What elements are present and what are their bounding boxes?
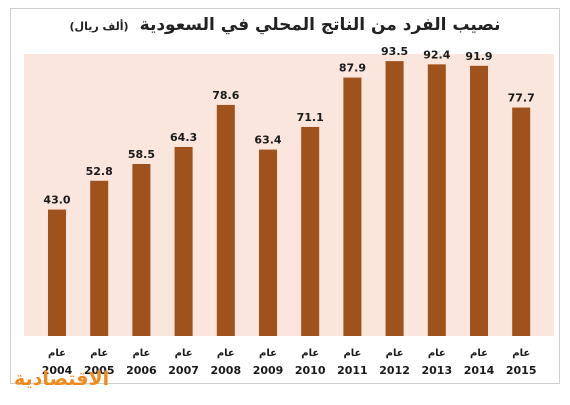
category-label-2006: 2006	[126, 364, 157, 377]
category-label-2010: 2010	[295, 364, 326, 377]
category-prefix-2008: عام	[217, 348, 235, 359]
value-label-2008: 78.6	[212, 89, 239, 102]
chart-title: نصيب الفرد من الناتج المحلي في السعودية	[139, 15, 501, 35]
category-label-2014: 2014	[464, 364, 495, 377]
category-prefix-2014: عام	[470, 348, 488, 359]
bar-2010	[301, 126, 320, 336]
chart-unit: (ألف ريال)	[69, 20, 129, 33]
bar-2008	[216, 104, 235, 336]
category-prefix-2010: عام	[301, 348, 319, 359]
category-label-2008: 2008	[210, 364, 241, 377]
value-label-2014: 91.9	[465, 50, 492, 63]
value-label-2011: 87.9	[339, 62, 366, 75]
bar-2004	[48, 209, 66, 336]
category-label-2012: 2012	[379, 364, 410, 377]
category-label-2005: 2005	[84, 364, 115, 377]
value-label-2013: 92.4	[423, 48, 450, 61]
bar-2014	[470, 65, 488, 337]
category-prefix-2011: عام	[343, 348, 361, 359]
value-label-2009: 63.4	[254, 134, 281, 147]
category-label-2004: 2004	[42, 364, 73, 377]
category-label-2015: 2015	[506, 364, 537, 377]
category-prefix-2012: عام	[386, 348, 404, 359]
bar-2006	[132, 164, 151, 336]
category-prefix-2006: عام	[132, 348, 150, 359]
category-prefix-2005: عام	[90, 348, 108, 359]
category-label-2009: 2009	[253, 364, 284, 377]
category-label-2011: 2011	[337, 364, 368, 377]
category-prefix-2007: عام	[175, 348, 193, 359]
value-label-2007: 64.3	[170, 131, 197, 144]
category-prefix-2004: عام	[48, 348, 66, 359]
publisher-logo: الاقتصادية	[14, 368, 110, 390]
value-label-2005: 52.8	[86, 165, 113, 178]
value-label-2004: 43.0	[43, 194, 70, 207]
bar-2015	[512, 107, 531, 336]
bar-2013	[427, 64, 446, 337]
value-label-2010: 71.1	[297, 111, 324, 124]
bar-2005	[90, 180, 109, 336]
category-prefix-2009: عام	[259, 348, 277, 359]
value-label-2012: 93.5	[381, 45, 408, 58]
title-row: نصيب الفرد من الناتج المحلي في السعودية …	[11, 15, 559, 35]
bar-2012	[385, 61, 404, 337]
value-label-2015: 77.7	[508, 92, 535, 105]
bar-2009	[259, 149, 277, 336]
plot-area	[24, 54, 554, 336]
category-prefix-2015: عام	[512, 348, 530, 359]
bar-2007	[174, 146, 193, 336]
category-prefix-2013: عام	[428, 348, 446, 359]
value-label-2006: 58.5	[128, 148, 155, 161]
bar-2011	[343, 77, 362, 336]
category-label-2007: 2007	[168, 364, 199, 377]
category-label-2013: 2013	[421, 364, 452, 377]
